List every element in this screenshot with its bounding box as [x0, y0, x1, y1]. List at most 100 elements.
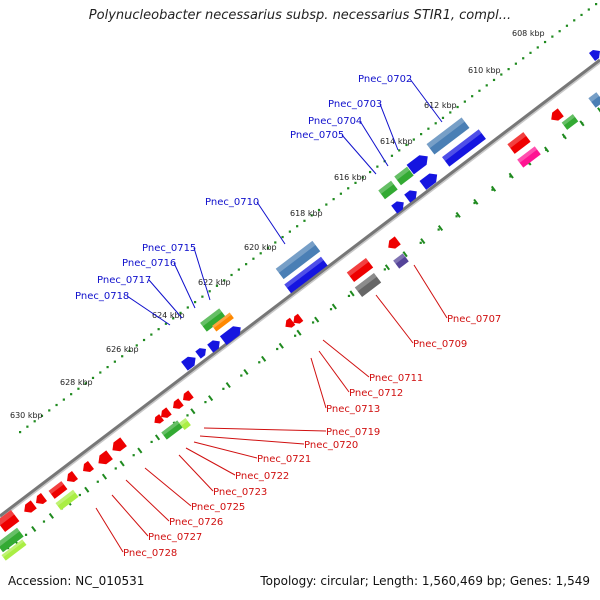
- gene-0707: [388, 236, 401, 249]
- inner-ruler-mark: [101, 473, 108, 480]
- inner-ruler-mark: [490, 185, 497, 192]
- gene-0719-body: [161, 420, 183, 440]
- outer-ruler-dot: [230, 273, 233, 277]
- label-leader: [256, 201, 286, 245]
- outer-ruler-dot: [99, 371, 102, 374]
- outer-ruler-dot: [478, 89, 481, 92]
- label-leader: [144, 467, 192, 507]
- gene-0705b: [404, 190, 417, 203]
- ruler-tick-label: 626 kbp: [106, 345, 139, 354]
- label-leader: [359, 120, 389, 167]
- gene-0716-shine: [212, 312, 232, 329]
- gene-0727-body: [0, 509, 20, 533]
- gene-0701: [507, 132, 531, 154]
- gene-label-pnec_0711: Pnec_0711: [369, 373, 423, 384]
- gene-0718b: [195, 348, 206, 359]
- gene-0718c-body: [181, 356, 196, 371]
- gene-0721: [112, 437, 127, 452]
- outer-ruler-dot: [565, 24, 569, 27]
- ruler-tick-label: 614 kbp: [380, 137, 413, 146]
- outer-ruler-dot: [471, 95, 474, 98]
- inner-ruler-dot: [347, 294, 351, 298]
- gene-label-pnec_0710: Pnec_0710: [205, 197, 259, 208]
- ruler-tick-label: 610 kbp: [468, 66, 501, 75]
- outer-ruler-dot: [420, 133, 423, 136]
- outer-ruler-dot: [274, 241, 277, 244]
- outer-ruler-dot: [361, 176, 364, 179]
- inner-ruler-dot: [258, 361, 261, 364]
- gene-0724: [48, 481, 68, 499]
- gene-0699: [561, 114, 579, 130]
- gene-0701b: [517, 146, 541, 168]
- label-leader: [310, 357, 327, 409]
- inner-ruler-mark: [225, 382, 231, 389]
- label-leader: [193, 247, 211, 301]
- outer-ruler-dot: [390, 154, 394, 157]
- outer-ruler-dot: [595, 3, 598, 6]
- outer-ruler-dot: [164, 322, 168, 325]
- outer-ruler-dot: [223, 279, 226, 282]
- gene-0718c: [181, 356, 196, 371]
- label-leader: [148, 279, 183, 319]
- gene-label-pnec_0722: Pnec_0722: [235, 471, 289, 482]
- gene-0714: [173, 398, 184, 409]
- label-leader: [203, 427, 327, 432]
- inner-ruler-dot: [150, 440, 153, 444]
- inner-ruler-dot: [509, 175, 512, 178]
- gene-0708-body: [393, 253, 409, 269]
- outer-ruler-dot: [522, 57, 525, 60]
- inner-ruler-mark: [473, 198, 479, 205]
- inner-ruler-dot: [329, 308, 333, 311]
- gene-0709a-shine: [346, 257, 369, 277]
- inner-ruler-dot: [96, 480, 99, 483]
- gene-0725b-body: [24, 500, 37, 513]
- ruler-tick-label: 616 kbp: [334, 173, 367, 182]
- inner-ruler-dot: [132, 454, 135, 457]
- outer-ruler-dot: [325, 203, 328, 206]
- outer-ruler-dot: [288, 230, 291, 233]
- gene-label-pnec_0703: Pnec_0703: [328, 99, 382, 110]
- gene-0709-shine: [354, 272, 377, 292]
- gene-0710b-body: [284, 256, 328, 294]
- inner-ruler-dot: [455, 215, 458, 218]
- gene-0701-shine: [507, 132, 527, 149]
- outer-ruler-dot: [150, 333, 153, 336]
- gene-label-pnec_0721: Pnec_0721: [257, 454, 311, 465]
- gene-0700-body: [551, 108, 564, 121]
- ruler-tick-label: 630 kbp: [10, 411, 43, 420]
- gene-0719: [161, 420, 183, 440]
- inner-ruler-dot: [114, 467, 117, 470]
- outer-ruler-dot: [70, 393, 73, 396]
- gene-0711: [293, 313, 304, 324]
- outer-ruler-dot: [113, 360, 116, 363]
- outer-ruler-dot: [193, 300, 197, 304]
- label-leader: [173, 262, 196, 309]
- gene-0703: [406, 155, 428, 175]
- gene-0728b-shine: [1, 539, 24, 558]
- inner-ruler-dot: [204, 401, 207, 404]
- outer-ruler-dot: [208, 290, 211, 293]
- gene-0701b-shine: [517, 146, 538, 163]
- label-leader: [341, 134, 377, 175]
- gene-0704b-body: [419, 173, 438, 190]
- outer-ruler-dot: [310, 214, 313, 217]
- label-leader: [95, 507, 124, 553]
- genome-backbone: [0, 58, 600, 518]
- outer-ruler-dot: [303, 219, 306, 222]
- gene-0715-body: [200, 308, 226, 332]
- gene-0722-body: [98, 450, 113, 465]
- outer-ruler-dot: [245, 263, 248, 266]
- outer-ruler-dot: [19, 431, 22, 434]
- gene-0710: [275, 240, 321, 280]
- outer-ruler-dot: [317, 208, 321, 212]
- gene-0704-body: [394, 166, 414, 186]
- gene-0709: [354, 272, 382, 298]
- inner-ruler-mark: [154, 434, 161, 441]
- gene-0712-body: [285, 317, 296, 328]
- outer-ruler-dot: [252, 257, 255, 260]
- gene-0725-body: [36, 492, 48, 504]
- gene-0728-body: [0, 527, 24, 553]
- outer-ruler-dot: [128, 349, 131, 352]
- inner-ruler-dot: [294, 334, 297, 337]
- outer-ruler-dot: [441, 116, 445, 119]
